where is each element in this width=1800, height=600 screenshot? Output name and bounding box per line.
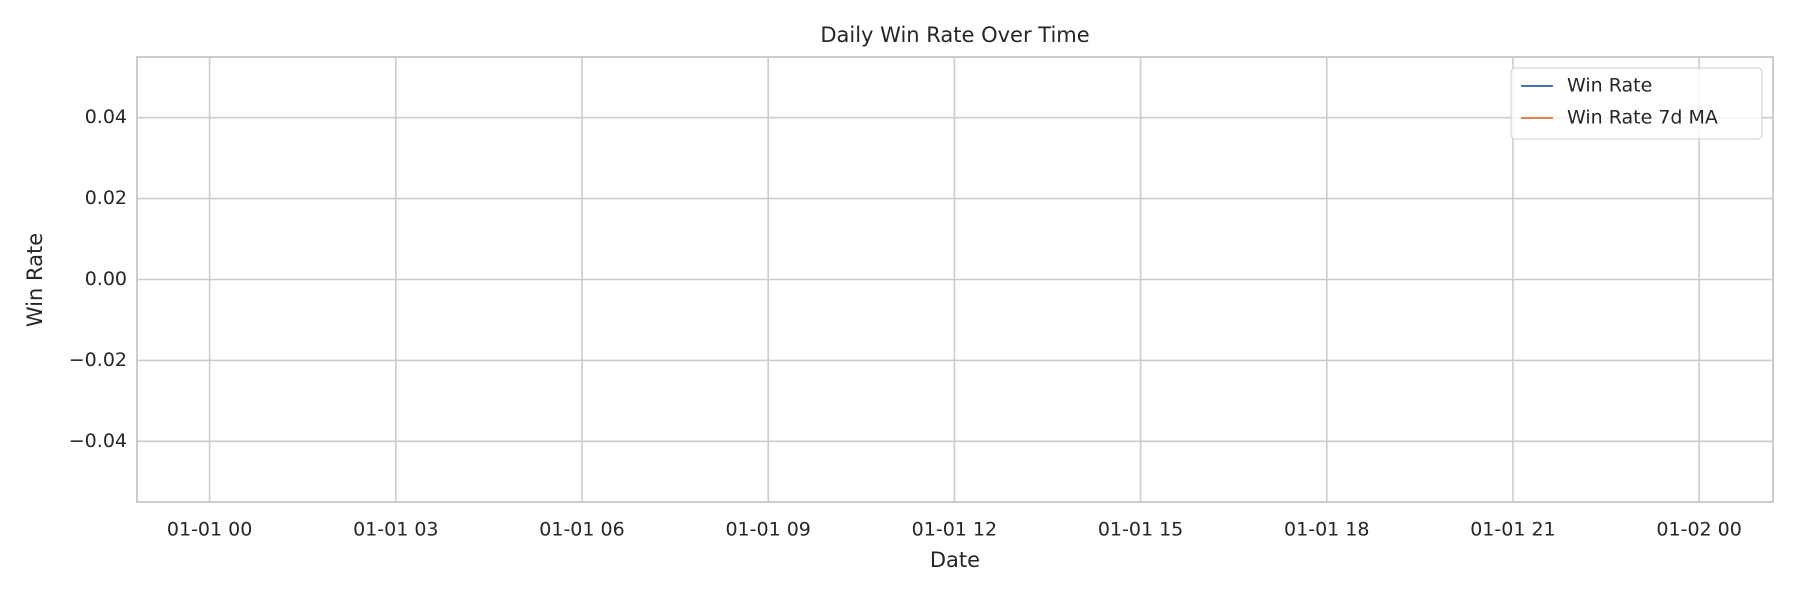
y-tick-label: 0.02 bbox=[85, 187, 127, 209]
x-tick-label: 01-01 09 bbox=[725, 519, 810, 541]
y-tick-label: 0.04 bbox=[85, 106, 127, 128]
y-tick-label: 0.00 bbox=[85, 268, 127, 290]
x-tick-label: 01-02 00 bbox=[1656, 519, 1741, 541]
x-tick-label: 01-01 06 bbox=[539, 519, 624, 541]
legend-label: Win Rate 7d MA bbox=[1567, 107, 1718, 129]
legend-label: Win Rate bbox=[1567, 75, 1652, 97]
y-tick-label: −0.04 bbox=[69, 430, 127, 452]
legend-box bbox=[1510, 67, 1763, 140]
chart-title: Daily Win Rate Over Time bbox=[820, 23, 1089, 47]
plot-frame bbox=[136, 56, 1774, 503]
x-tick-label: 01-01 03 bbox=[353, 519, 438, 541]
x-tick-label: 01-01 21 bbox=[1470, 519, 1555, 541]
y-tick-label: −0.02 bbox=[69, 349, 127, 371]
y-axis-label: Win Rate bbox=[23, 233, 47, 327]
x-tick-label: 01-01 12 bbox=[912, 519, 997, 541]
x-tick-label: 01-01 15 bbox=[1098, 519, 1183, 541]
x-axis-label: Date bbox=[930, 548, 980, 572]
x-tick-label: 01-01 00 bbox=[167, 519, 252, 541]
x-tick-label: 01-01 18 bbox=[1284, 519, 1369, 541]
